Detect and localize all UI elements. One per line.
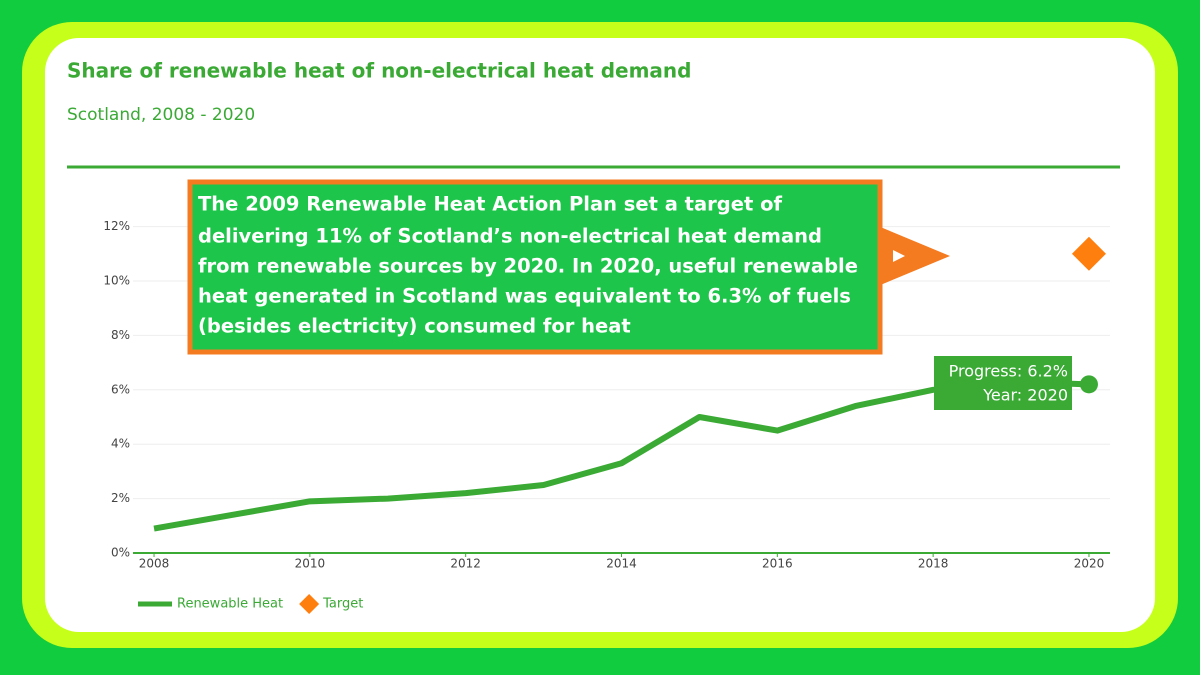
tooltip-line: Progress: 6.2% bbox=[949, 362, 1068, 381]
y-tick-label: 12% bbox=[103, 219, 130, 233]
callout-arrow bbox=[878, 226, 950, 286]
y-tick-label: 2% bbox=[111, 491, 130, 505]
callout-box bbox=[187, 179, 883, 355]
tooltip-box bbox=[934, 356, 1072, 410]
x-tick-label: 2018 bbox=[918, 557, 949, 571]
legend-label: Renewable Heat bbox=[177, 597, 283, 612]
series-line bbox=[153, 378, 1090, 532]
target-marker bbox=[1071, 236, 1106, 271]
x-tick-label: 2016 bbox=[762, 557, 793, 571]
x-tick-label: 2008 bbox=[139, 557, 170, 571]
x-tick-label: 2020 bbox=[1074, 557, 1105, 571]
callout-arrow-tip bbox=[893, 250, 905, 262]
x-tick-label: 2014 bbox=[606, 557, 637, 571]
tooltip-line: Year: 2020 bbox=[982, 386, 1068, 405]
x-tick-label: 2012 bbox=[450, 557, 481, 571]
tooltip: Progress: 6.2% Year: 2020 bbox=[934, 356, 1072, 410]
y-tick-label: 0% bbox=[111, 546, 130, 560]
legend-swatch bbox=[299, 594, 320, 614]
y-tick-label: 4% bbox=[111, 437, 130, 451]
callout-line: heat generated in Scotland was equivalen… bbox=[198, 285, 851, 308]
callout-line: The 2009 Renewable Heat Action Plan set … bbox=[198, 193, 782, 216]
legend: Renewable Heat Target bbox=[138, 594, 363, 614]
callout: The 2009 Renewable Heat Action Plan set … bbox=[187, 179, 950, 355]
callout-line: delivering 11% of Scotland’s non-electri… bbox=[198, 225, 822, 248]
callout-line: (besides electricity) consumed for heat bbox=[198, 315, 631, 338]
hover-point bbox=[1079, 375, 1098, 394]
y-tick-label: 8% bbox=[111, 328, 130, 342]
y-tick-label: 6% bbox=[111, 382, 130, 396]
x-tick-label: 2010 bbox=[295, 557, 326, 571]
chart-title: Share of renewable heat of non-electrica… bbox=[67, 59, 691, 83]
plot: 0% 2% 4% 6% 8% 10% 12% 2008 2010 2012 2014 2016 2018… bbox=[103, 219, 1110, 614]
legend-label: Target bbox=[322, 597, 363, 612]
callout-line: from renewable sources by 2020. In 2020,… bbox=[198, 255, 858, 278]
y-tick-label: 10% bbox=[103, 274, 130, 288]
chart-subtitle: Scotland, 2008 - 2020 bbox=[67, 105, 255, 125]
